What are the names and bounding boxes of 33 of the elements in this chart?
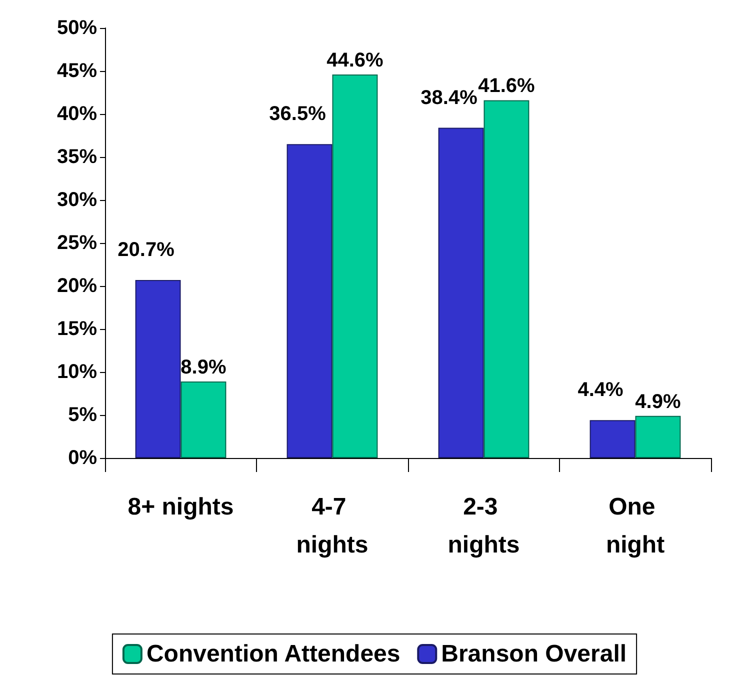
y-tick-label: 20% [56,275,98,297]
x-tick-label: One night [606,494,665,558]
legend-label: Branson Overall [441,640,627,668]
y-tick-label: 10% [56,361,98,383]
bar [484,100,530,458]
bar [635,416,681,458]
y-tick-label: 15% [56,318,98,340]
y-tick-label: 0% [68,447,98,469]
y-tick-label: 25% [56,232,98,254]
y-tick-label: 40% [56,103,98,125]
y-tick-label: 35% [56,146,98,168]
data-label: 41.6% [478,75,536,98]
data-label: 44.6% [326,49,384,72]
data-label: 20.7% [118,238,175,261]
x-tick-label: 2-3 nights [448,494,520,558]
data-label: 4.9% [635,390,681,413]
y-tick-label: 45% [56,60,98,82]
x-tick-label: 4-7 nights [296,494,368,558]
y-tick-label: 5% [68,404,98,426]
bar [180,381,226,458]
data-label: 4.4% [578,379,624,402]
data-label: 38.4% [420,86,478,109]
legend-label: Convention Attendees [146,640,400,668]
bar [438,128,484,458]
data-label: 8.9% [180,356,226,378]
data-label: 36.5% [269,103,326,126]
bar [590,420,636,458]
bar [332,74,378,458]
y-tick-label: 50% [56,17,98,39]
bar [135,280,181,458]
bar [286,144,332,458]
x-tick-label: 8+ nights [128,494,234,520]
y-tick-label: 30% [56,189,98,211]
